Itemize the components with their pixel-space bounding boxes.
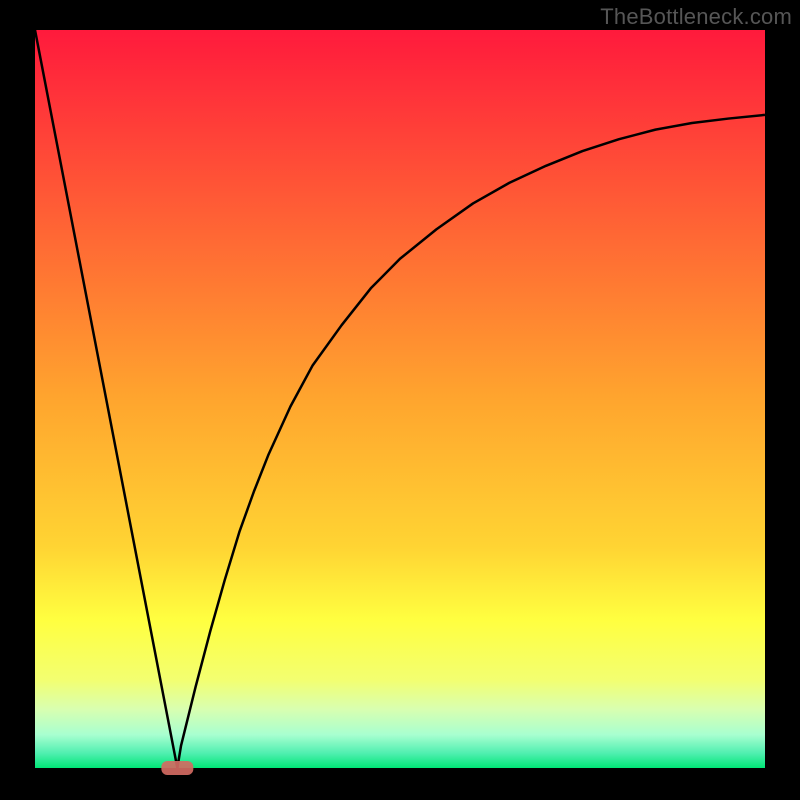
- chart-svg: [0, 0, 800, 800]
- optimal-marker: [161, 761, 193, 775]
- chart-container: TheBottleneck.com: [0, 0, 800, 800]
- plot-background: [35, 30, 765, 768]
- watermark-text: TheBottleneck.com: [600, 4, 792, 30]
